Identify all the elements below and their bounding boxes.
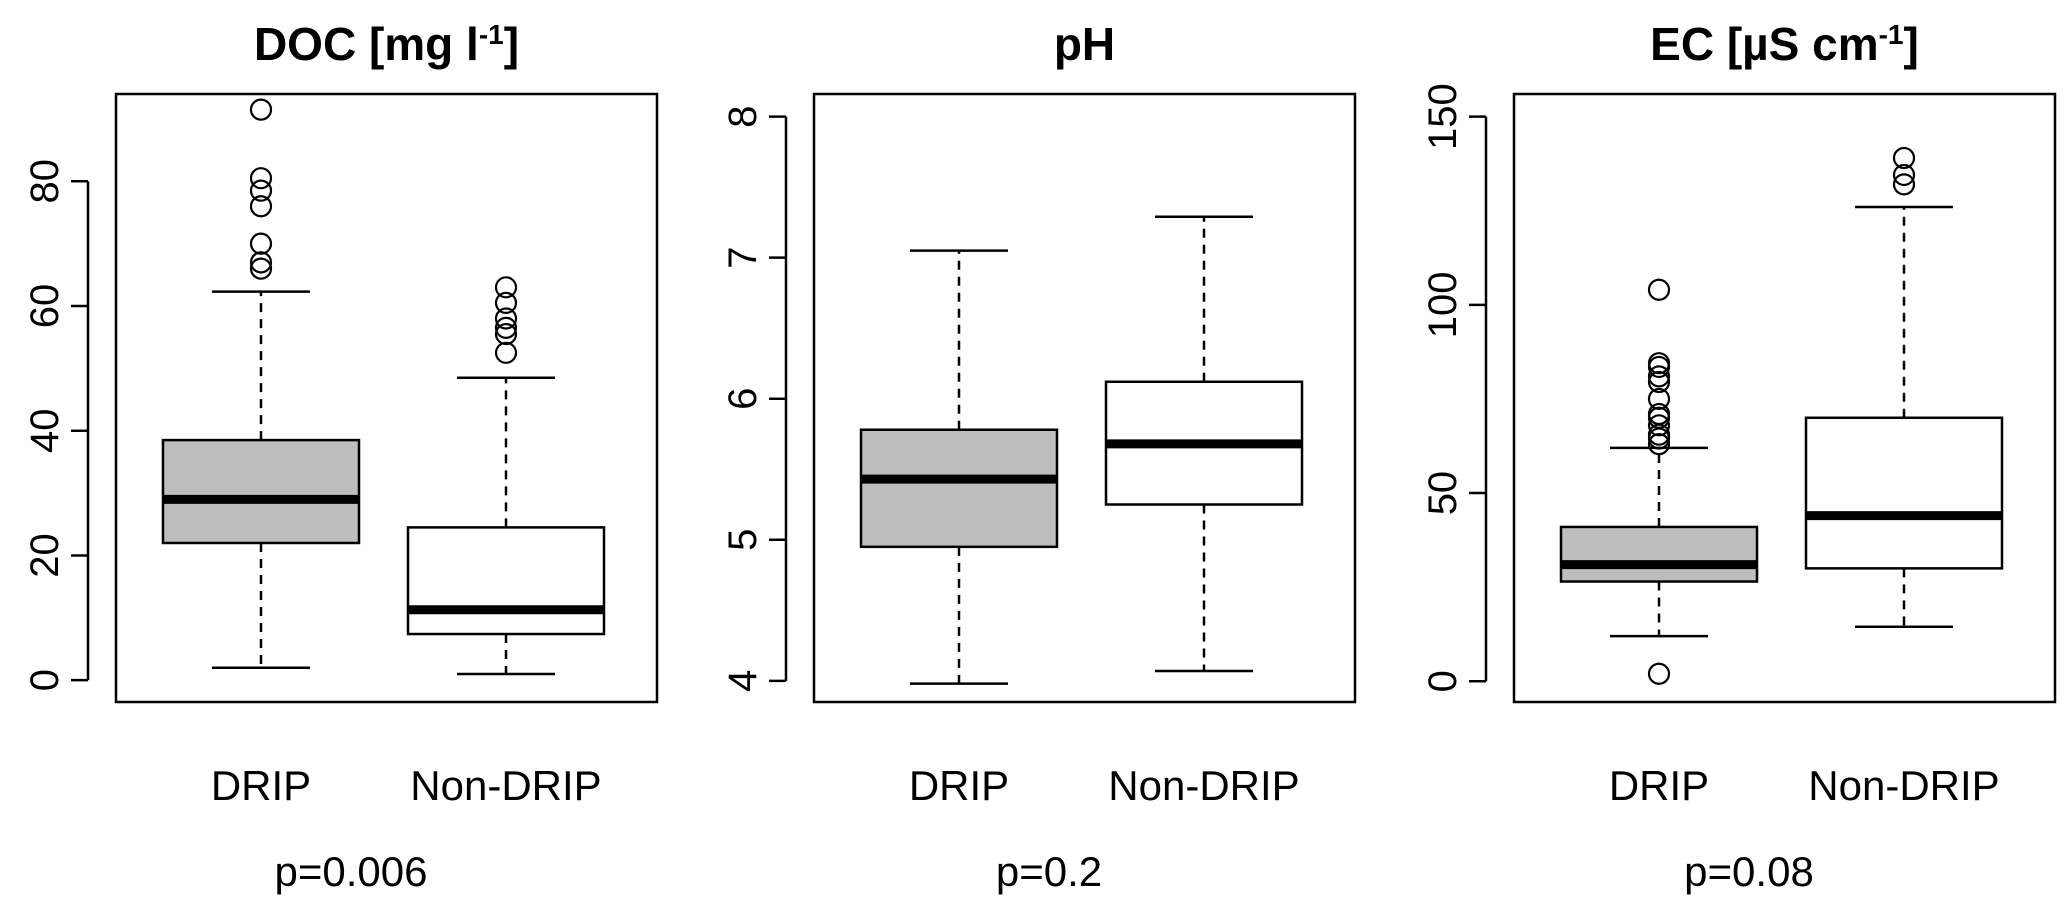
category-label: DRIP [1609, 762, 1709, 809]
y-tick-label: 40 [23, 408, 67, 453]
box-drip [1559, 278, 1759, 685]
y-tick-label: 60 [23, 284, 67, 329]
outlier-point [1647, 662, 1671, 685]
outlier-point [1892, 173, 1916, 196]
panel-title-text: DOC [mg l [254, 18, 479, 70]
outlier-point [249, 195, 273, 218]
category-label: Non-DRIP [410, 762, 601, 809]
interquartile-box [1804, 416, 2004, 570]
category-label: DRIP [211, 762, 311, 809]
outlier-point [1647, 365, 1671, 388]
y-tick-label: 0 [1421, 670, 1465, 692]
y-tick-label: 8 [721, 105, 765, 127]
panel-title-text: EC [µS cm [1650, 18, 1878, 70]
outlier-point [249, 98, 273, 121]
y-tick-label: 50 [1421, 471, 1465, 516]
outlier-point [494, 276, 518, 299]
panel-2: pH DRIP Non-DRIP 4 5 6 7 8 p=0.2 [721, 18, 1357, 895]
p-value-label: p=0.08 [1684, 848, 1814, 895]
y-tick-label: 4 [721, 670, 765, 692]
panel-3: EC [µS cm-1] DRIP Non-DRIP 0 50 100 150 p=0.08 [1421, 18, 2057, 895]
p-value-label: p=0.006 [275, 848, 428, 895]
interquartile-box [161, 438, 361, 545]
outlier-point [249, 257, 273, 280]
outlier-point [249, 251, 273, 274]
y-tick-label: 6 [721, 388, 765, 410]
panel-title-suffix: ] [1904, 18, 1919, 70]
outlier-point [249, 179, 273, 202]
box-non-drip [1104, 215, 1304, 673]
interquartile-box [859, 428, 1059, 549]
category-label: Non-DRIP [1108, 762, 1299, 809]
y-tick-label: 7 [721, 247, 765, 269]
category-label: Non-DRIP [1808, 762, 1999, 809]
plot-frame [114, 92, 659, 704]
y-tick-label: 100 [1421, 271, 1465, 338]
outlier-point [494, 316, 518, 339]
outlier-point [1647, 352, 1671, 375]
outlier-point [1647, 278, 1671, 301]
panel-title-superscript: -1 [479, 19, 504, 50]
outlier-point [1647, 387, 1671, 411]
outlier-point [494, 291, 518, 315]
panel-title: EC [µS cm-1] [1650, 18, 1919, 70]
panel-title-superscript: -1 [1879, 19, 1904, 50]
y-tick-label: 20 [23, 533, 67, 578]
category-label: DRIP [909, 762, 1009, 809]
box-non-drip [406, 276, 606, 676]
box-drip [161, 98, 361, 669]
plot-frame [812, 92, 1357, 704]
panel-title: DOC [mg l-1] [254, 18, 519, 70]
y-tick-label: 80 [23, 159, 67, 204]
panel-title-text: pH [1054, 18, 1115, 70]
box-drip [859, 249, 1059, 685]
outlier-point [494, 307, 518, 330]
p-value-label: p=0.2 [996, 848, 1102, 895]
interquartile-box [406, 526, 606, 636]
outlier-point [1892, 146, 1916, 170]
y-tick-label: 5 [721, 529, 765, 551]
outlier-point [494, 341, 518, 364]
outlier-point [494, 322, 518, 346]
outlier-point [1647, 370, 1671, 394]
box-non-drip [1804, 146, 2004, 628]
outlier-point [249, 232, 273, 255]
interquartile-box [1559, 525, 1759, 583]
panel-title: pH [1054, 18, 1115, 70]
outlier-point [1647, 414, 1671, 437]
outlier-point [1892, 163, 1916, 187]
panel-1: DOC [mg l-1] DRIP Non-DRIP 0 20 40 60 80 p=0.006 [23, 18, 659, 895]
y-tick-label: 150 [1421, 83, 1465, 150]
y-tick-label: 0 [23, 669, 67, 691]
outlier-point [1647, 433, 1671, 456]
outlier-point [249, 167, 273, 190]
outlier-point [1647, 402, 1671, 426]
plot-frame [1512, 92, 2057, 704]
panel-title-suffix: ] [504, 18, 519, 70]
